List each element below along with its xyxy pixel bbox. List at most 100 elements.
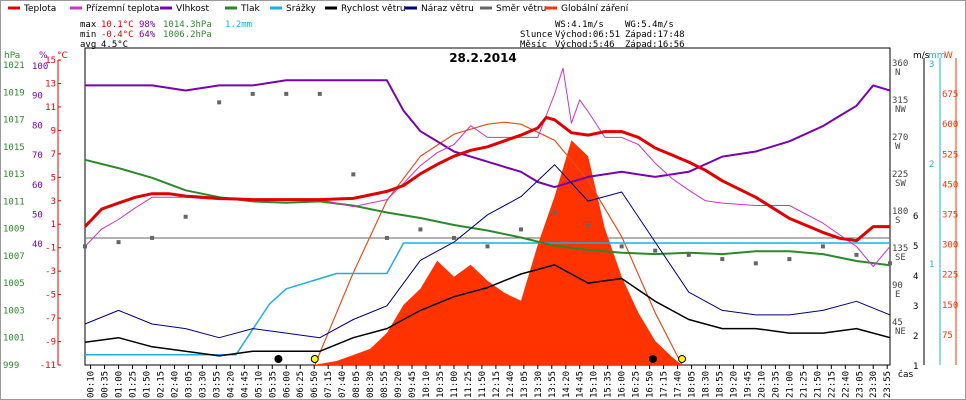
legend-label-8: Globální záření [561, 4, 629, 14]
legend: Teplota Přízemní teplota Vlhkost Tlak Srážky… [8, 4, 629, 14]
legend-label-7: Směr větru [496, 4, 546, 14]
tick-w-225: 225 [942, 271, 958, 281]
xtick-label-48: 20:10 [757, 371, 767, 398]
xtick-label-17: 07:15 [324, 371, 334, 398]
series-temperature [83, 116, 890, 243]
stat-max-rain: 1.2mm [225, 20, 252, 30]
legend-label-5: Rychlost větru [341, 4, 406, 14]
legend-label-3: Tlak [240, 4, 261, 14]
stat-max-press: 1014.3hPa [163, 20, 212, 30]
tick-dir-label-SE: SE [895, 253, 906, 263]
xtick-label-21: 08:55 [380, 371, 390, 398]
xtick-label-44: 18:30 [702, 371, 712, 398]
tick-dir-label-N: N [895, 68, 900, 78]
tick-ms-4: 4 [913, 272, 918, 282]
stat-min-press: 1006.2hPa [163, 30, 212, 40]
xtick-label-41: 17:15 [660, 371, 670, 398]
xtick-label-22: 09:20 [394, 371, 404, 398]
wind-dir-point-16 [619, 244, 624, 249]
xtick-label-46: 19:20 [729, 371, 739, 398]
stat-avg-label: avg [80, 40, 96, 50]
tick-hpa-999: 999 [3, 361, 19, 371]
tick-dir-360: 360 [892, 59, 908, 69]
wind-dir-point-5 [250, 91, 255, 96]
xtick-label-27: 11:25 [464, 371, 474, 398]
xtick-label-32: 13:30 [534, 371, 544, 398]
tick-dir-135: 135 [892, 244, 908, 254]
tick-pct-40: 40 [32, 240, 43, 250]
xtick-label-57: 23:55 [883, 371, 893, 398]
xtick-label-30: 12:40 [506, 371, 516, 398]
series-rain [85, 242, 890, 356]
xtick-label-24: 10:10 [422, 371, 432, 398]
xtick-label-55: 23:05 [855, 371, 865, 398]
wind-dir-point-21 [787, 257, 792, 262]
stat-avg-temp: 4.5°C [101, 40, 128, 50]
xtick-label-7: 03:05 [184, 371, 194, 398]
tick-dir-label-NE: NE [895, 327, 906, 337]
xtick-label-1: 00:35 [101, 371, 111, 398]
tick-ms-2: 2 [913, 332, 918, 342]
stat-min-temp: -0.4°C [101, 30, 134, 40]
xtick-label-26: 11:00 [450, 371, 460, 398]
xtick-label-28: 11:50 [478, 371, 488, 398]
wind-dir-point-4 [217, 100, 222, 105]
stat-max-temp: 10.1°C [101, 20, 134, 30]
xtick-label-29: 12:15 [492, 371, 502, 398]
tick-hpa-1013: 1013 [3, 170, 25, 180]
tick-hpa-1007: 1007 [3, 252, 25, 262]
info-sun-set: Západ:17:48 [625, 30, 685, 40]
xtick-label-39: 16:25 [632, 371, 642, 398]
xtick-label-34: 14:20 [562, 371, 572, 398]
wind-dir-point-18 [686, 252, 691, 257]
series-radiation-area [313, 140, 682, 365]
tick-temp-15: 15 [45, 56, 56, 66]
legend-label-2: Vlhkost [176, 4, 209, 14]
stat-min-hum: 64% [139, 30, 156, 40]
wind-dir-point-7 [317, 91, 322, 96]
wind-dir-point-0 [83, 244, 87, 249]
xtick-label-18: 07:40 [338, 371, 348, 398]
wind-dir-point-11 [451, 235, 456, 240]
moon-marker-0 [274, 355, 283, 363]
xtick-label-19: 08:05 [352, 371, 362, 398]
stat-max-label: max [80, 20, 97, 30]
tick-dir-45: 45 [892, 318, 903, 328]
xtick-label-45: 18:55 [715, 371, 725, 398]
axes: 1021101910171015101310111009100710051003… [3, 56, 958, 372]
info-moon-rise: Východ:5:46 [555, 40, 615, 50]
tick-w-600: 600 [942, 120, 958, 130]
xtick-label-31: 13:05 [520, 371, 530, 398]
tick-w-75: 75 [942, 331, 953, 341]
xtick-label-56: 23:30 [869, 371, 879, 398]
tick-temp--1: -1 [45, 244, 56, 254]
wind-dir-point-19 [720, 257, 725, 262]
tick-hpa-1005: 1005 [3, 279, 25, 289]
xtick-label-49: 20:35 [771, 371, 781, 398]
wind-dir-point-14 [552, 210, 557, 215]
tick-hpa-1017: 1017 [3, 116, 25, 126]
xtick-label-50: 21:00 [785, 371, 795, 398]
series-humidity [85, 79, 891, 189]
xtick-label-8: 03:30 [198, 371, 208, 398]
info-ws: WS:4.1m/s [555, 20, 604, 30]
series [83, 67, 892, 366]
tick-dir-label-SW: SW [895, 179, 906, 189]
info-sun-label: Slunce [520, 30, 553, 40]
xtick-label-13: 05:35 [268, 371, 278, 398]
xtick-label-37: 15:35 [604, 371, 614, 398]
legend-label-0: Teplota [23, 4, 56, 14]
tick-mm-2: 2 [929, 160, 934, 170]
xtick-label-2: 01:00 [115, 371, 125, 398]
xtick-label-3: 01:25 [129, 371, 139, 398]
tick-temp-3: 3 [51, 197, 56, 207]
tick-dir-label-E: E [895, 290, 900, 300]
tick-temp--7: -7 [45, 314, 56, 324]
tick-hpa-1015: 1015 [3, 143, 25, 153]
wind-dir-point-22 [820, 244, 825, 249]
xtick-label-20: 08:30 [366, 371, 376, 398]
tick-dir-90: 90 [892, 281, 903, 291]
tick-hpa-1003: 1003 [3, 306, 25, 316]
tick-temp-5: 5 [51, 173, 56, 183]
